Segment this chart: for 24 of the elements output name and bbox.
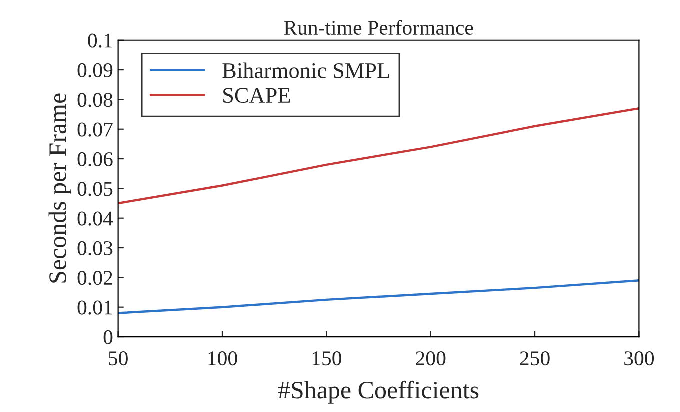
y-tick-label: 0.06: [78, 152, 113, 167]
x-tick-label: 150: [312, 352, 342, 366]
y-tick-label: 0.02: [78, 271, 112, 286]
legend-label: SCAPE: [224, 88, 290, 104]
y-tick-label: 0.08: [78, 93, 113, 108]
y-tick-label: 0.09: [78, 63, 113, 78]
y-tick-label: 0: [104, 330, 113, 344]
y-tick-label: 0.1: [88, 34, 112, 48]
y-tick-label: 0.07: [78, 122, 113, 137]
y-tick-label: 0.05: [78, 182, 113, 196]
y-tick-label: 0.01: [78, 300, 112, 315]
legend-label: Biharmonic SMPL: [222, 62, 390, 78]
chart-title: Run-time Performance: [284, 20, 474, 36]
line-series: [118, 107, 640, 205]
x-tick-label: 250: [520, 352, 550, 366]
x-axis-title: #Shape Coefficients: [278, 380, 479, 404]
x-tick-label: 100: [208, 352, 238, 366]
line-series: [118, 280, 640, 314]
x-tick-label: 200: [416, 352, 446, 366]
x-tick-label: 300: [624, 352, 654, 366]
y-tick-label: 0.03: [78, 241, 113, 256]
y-tick-label: 0.04: [78, 212, 114, 226]
x-tick-label: 50: [109, 352, 128, 366]
y-axis-title: Seconds per Frame: [48, 94, 72, 283]
